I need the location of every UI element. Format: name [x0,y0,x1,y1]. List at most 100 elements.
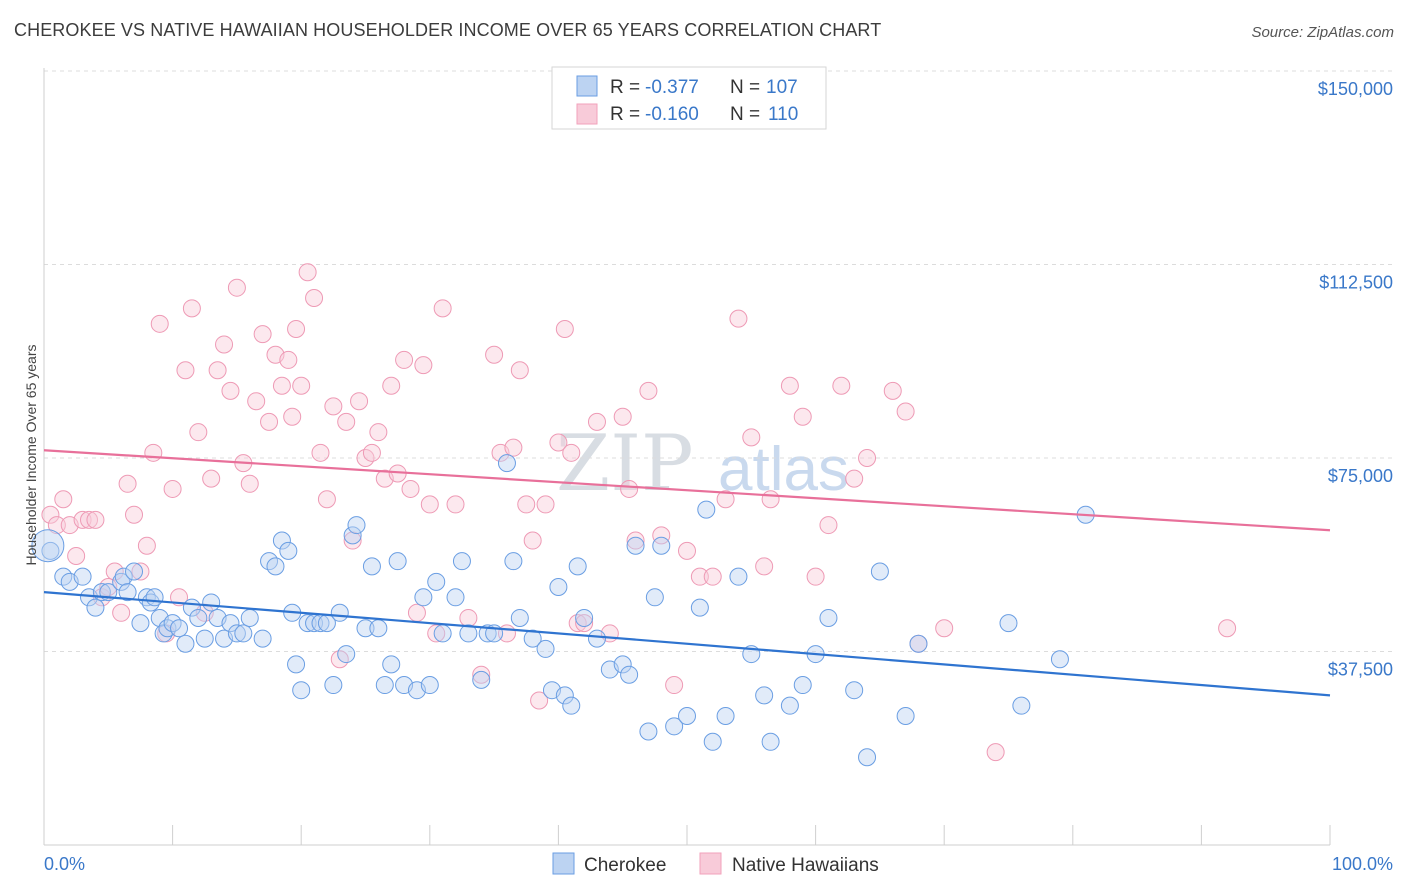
cherokee-point-32 [253,629,272,648]
cherokee-point-12 [131,614,150,633]
cherokee-point-24 [195,629,214,648]
cherokee-point-80 [613,655,632,674]
series-legend: Cherokee Native Hawaiians [552,852,879,876]
hawaiian-point-11 [112,603,131,622]
hawaiian-point-77 [562,443,581,462]
hawaiian-point-44 [317,490,336,509]
source-credit: Source: ZipAtlas.com [1251,24,1394,41]
hawaiian-point-14 [131,562,150,581]
legend-n-label-2: N = [730,104,760,125]
cherokee-point-73 [549,577,568,596]
cherokee-point-44 [324,676,343,695]
x-tick-label-end: 100.0% [1332,854,1393,874]
cherokee-point-67 [497,454,516,473]
cherokee-trend-line [43,591,1331,697]
legend-n-value-1: 107 [766,77,798,98]
cherokee-point-28 [221,614,240,633]
hawaiian-point-54 [382,376,401,395]
cherokee-point-34 [266,557,285,576]
hawaiian-point-108 [1218,619,1237,638]
cherokee-point-69 [510,608,529,627]
cherokee-point-95 [761,732,780,751]
hawaiian-point-106 [935,619,954,638]
hawaiian-point-52 [369,423,388,442]
cherokee-point-81 [620,665,639,684]
cherokee-point-25 [202,593,221,612]
hawaiian-point-71 [517,495,536,514]
hawaiian-point-31 [240,474,259,493]
cherokee-point-104 [909,634,928,653]
cherokee-point-68 [504,552,523,571]
cherokee-point-47 [343,526,362,545]
hawaiian-point-58 [407,603,426,622]
hawaiian-point-95 [761,490,780,509]
hawaiian-point-28 [221,381,240,400]
legend-r-value-1: -0.377 [645,77,699,98]
cherokee-point-46 [337,645,356,664]
hawaiian-point-80 [587,412,606,431]
cherokee-point-50 [362,557,381,576]
cherokee-point-40 [298,614,317,633]
hawaiian-point-57 [401,479,420,498]
hawaiian-point-33 [253,325,272,344]
hawaiian-point-10 [105,562,124,581]
cherokee-point-45 [330,603,349,622]
hawaiian-point-79 [575,614,594,633]
hawaiian-point-88 [678,541,696,560]
cherokee-point-5 [86,598,105,617]
cherokee-point-63 [459,624,478,643]
cherokee-point-96 [780,696,799,715]
cherokee-point-78 [587,629,606,648]
cherokee-point-10 [118,583,137,602]
hawaiian-point-45 [324,397,343,416]
cherokee-point-9 [114,567,133,586]
y-axis-label: Householder Income Over 65 years [23,345,39,566]
cherokee-point-20 [170,619,189,638]
cherokee-point-31 [240,608,259,627]
hawaiian-point-23 [189,423,208,442]
hawaiian-point-29 [227,278,246,297]
hawaiian-point-97 [793,407,812,426]
hawaiian-point-72 [523,531,542,550]
bottom-legend-cherokee: Cherokee [584,855,666,876]
cherokee-point-59 [427,572,446,591]
cherokee-point-75 [562,696,581,715]
legend-r-value-2: -0.160 [645,104,699,125]
hawaiian-point-69 [504,438,523,457]
hawaiian-point-60 [420,495,439,514]
bottom-legend-swatch-cherokee [552,852,575,875]
cherokee-point-91 [716,706,735,725]
cherokee-point-52 [375,676,394,695]
x-tick-label-start: 0.0% [44,854,85,874]
hawaiian-point-51 [362,443,381,462]
hawaiian-point-59 [414,356,433,375]
hawaiian-point-98 [806,567,825,586]
hawaiian-point-70 [510,361,529,380]
hawaiian-point-90 [703,567,722,586]
hawaiian-point-36 [272,376,291,395]
cherokee-point-84 [645,588,664,607]
hawaiian-point-100 [832,376,851,395]
hawaiian-point-1 [47,516,66,535]
cherokee-point-101 [858,748,877,767]
hawaiian-point-66 [485,345,504,364]
hawaiian-point-6 [80,510,99,529]
hawaiian-point-107 [986,743,1005,762]
cherokee-point-87 [678,706,696,725]
hawaiian-point-74 [536,495,555,514]
hawaiian-point-62 [433,299,452,318]
cherokee-point-77 [575,608,594,627]
hawaiian-point-43 [311,443,330,462]
hawaiian-point-0 [41,505,60,524]
hawaiian-point-17 [150,314,169,333]
hawaiian-point-92 [729,309,748,328]
cherokee-point-51 [369,619,388,638]
hawaiian-point-75 [549,433,568,452]
y-tick-label-3: $150,000 [1318,79,1393,99]
cherokee-point-54 [388,552,407,571]
hawaiian-point-39 [287,319,306,338]
cherokee-point-61 [446,588,465,607]
cherokee-point-107 [1050,650,1069,669]
cherokee-point-74 [555,686,574,705]
cherokee-point-70 [523,629,542,648]
